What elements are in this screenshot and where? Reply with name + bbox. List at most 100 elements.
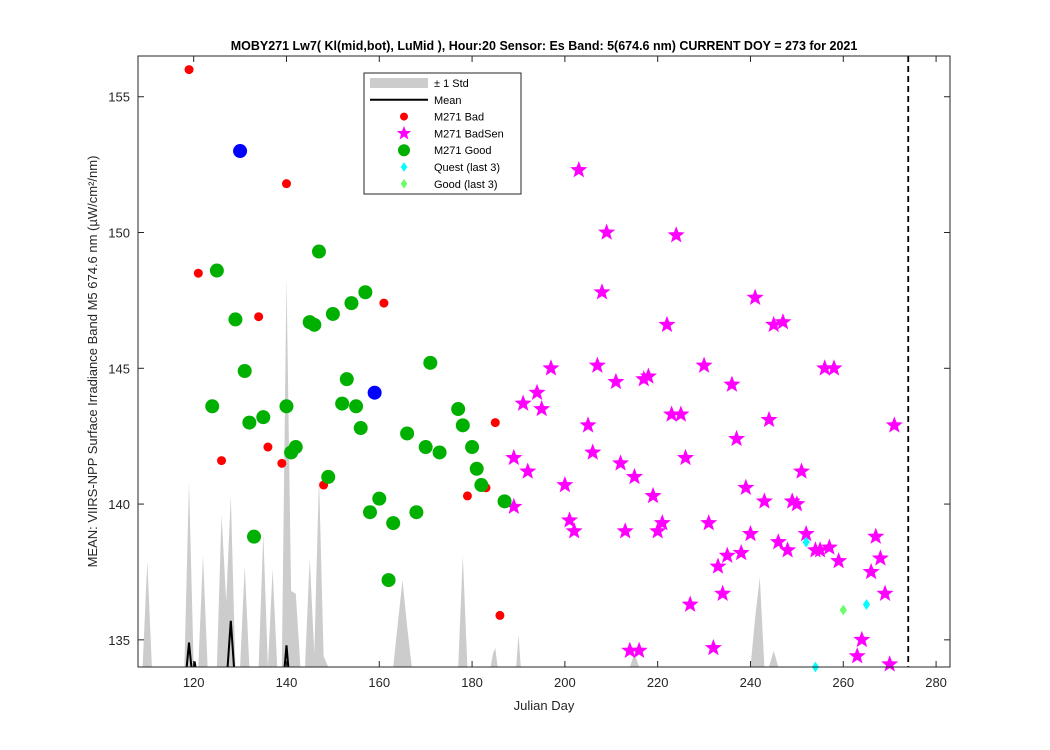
point-m271-badsen [505, 497, 523, 515]
point-m271-good [465, 440, 480, 455]
point-m271-badsen [811, 541, 829, 558]
point-m271-good [474, 478, 489, 493]
point-quest-last-3 [862, 599, 871, 610]
point-m271-badsen [741, 524, 760, 542]
point-m271-badsen [676, 448, 695, 466]
point-m271-good [279, 399, 294, 414]
point-m271-badsen [704, 638, 722, 656]
point-m271-badsen [867, 527, 885, 544]
point-m271-good [367, 385, 382, 400]
point-m271-bad [379, 298, 389, 308]
point-m271-badsen [593, 283, 611, 300]
legend-swatch-std [370, 78, 428, 88]
point-m271-good [242, 415, 257, 430]
point-m271-badsen [584, 443, 602, 460]
point-m271-good [321, 469, 336, 484]
x-tick-label: 180 [461, 675, 483, 690]
point-m271-badsen [612, 454, 630, 471]
data-points-layer [184, 65, 903, 673]
point-m271-good [205, 399, 220, 414]
legend-label: M271 BadSen [434, 128, 504, 140]
point-m271-badsen [881, 655, 899, 672]
point-m271-good [497, 494, 512, 509]
point-m271-bad [495, 610, 505, 620]
point-m271-badsen [825, 359, 843, 376]
point-m271-badsen [862, 562, 880, 580]
point-m271-good [386, 516, 401, 531]
y-tick-label: 145 [108, 361, 130, 376]
point-m271-bad [254, 312, 264, 322]
point-m271-badsen [816, 359, 834, 376]
x-tick-label: 120 [183, 675, 205, 690]
point-m271-good [400, 426, 415, 441]
point-m271-bad [217, 456, 227, 466]
point-m271-badsen [616, 522, 634, 539]
point-m271-badsen [885, 416, 903, 433]
point-m271-good [358, 285, 373, 300]
legend-entries: ± 1 Std Mean M271 Bad M271 BadSen M271 Good Q… [370, 78, 504, 191]
point-m271-badsen [848, 647, 866, 664]
point-m271-badsen [625, 467, 644, 485]
point-m271-good [228, 312, 243, 327]
point-m271-badsen [788, 495, 806, 512]
point-m271-good [335, 396, 350, 411]
point-m271-badsen [519, 462, 537, 479]
y-axis-label: MEAN: VIIRS-NPP Surface Irradiance Band … [85, 156, 100, 568]
point-m271-good [451, 402, 466, 417]
legend-box [363, 72, 522, 195]
point-m271-good [409, 505, 424, 520]
point-m271-good [418, 440, 433, 455]
x-tick-label: 200 [554, 675, 576, 690]
legend: ± 1 Std Mean M271 Bad M271 BadSen M271 Good Q… [363, 72, 522, 195]
x-axis-label: Julian Day [514, 698, 575, 713]
point-m271-badsen [621, 641, 639, 658]
point-m271-badsen [607, 372, 625, 390]
point-m271-badsen [774, 313, 792, 330]
x-axis-ticks: 120 140 160 180 200 220 240 260 280 [183, 56, 947, 690]
point-m271-badsen [644, 486, 662, 504]
point-m271-badsen [658, 315, 676, 333]
point-m271-badsen [528, 383, 546, 401]
legend-swatch [398, 144, 410, 157]
point-m271-badsen [820, 538, 838, 555]
point-m271-badsen [871, 549, 889, 566]
point-m271-badsen [746, 288, 764, 305]
x-tick-label: 220 [647, 675, 669, 690]
point-m271-bad [263, 442, 273, 452]
legend-label: M271 Bad [434, 112, 484, 124]
point-m271-badsen [732, 543, 750, 561]
point-m271-badsen [579, 416, 597, 433]
legend-label: ± 1 Std [434, 78, 469, 90]
y-tick-label: 140 [108, 497, 130, 512]
x-tick-label: 140 [276, 675, 298, 690]
point-m271-badsen [723, 375, 741, 392]
point-m271-badsen [760, 410, 778, 428]
point-m271-badsen [737, 478, 755, 496]
point-m271-good [209, 263, 224, 278]
point-m271-badsen [514, 394, 532, 411]
point-m271-good [256, 410, 271, 425]
point-m271-badsen [533, 400, 551, 417]
legend-swatch [396, 125, 412, 140]
point-m271-badsen [588, 356, 606, 373]
y-axis-ticks: 135 140 145 150 155 [108, 90, 950, 648]
point-m271-good [455, 418, 470, 433]
point-m271-badsen [672, 405, 690, 422]
point-m271-good [432, 445, 447, 460]
point-m271-bad [462, 491, 472, 501]
point-m271-bad [490, 418, 500, 428]
point-m271-badsen [681, 595, 699, 612]
point-m271-badsen [830, 552, 848, 569]
x-tick-label: 280 [925, 675, 947, 690]
point-m271-good [247, 529, 261, 544]
legend-swatch [400, 179, 408, 189]
point-m271-good [372, 491, 387, 506]
point-m271-badsen [667, 226, 685, 243]
y-tick-label: 135 [108, 633, 130, 648]
point-m271-badsen [653, 514, 671, 531]
point-m271-badsen [765, 315, 783, 333]
point-m271-badsen [565, 522, 583, 539]
point-m271-badsen [792, 462, 811, 479]
point-m271-badsen [779, 541, 797, 558]
point-m271-good [344, 296, 359, 311]
